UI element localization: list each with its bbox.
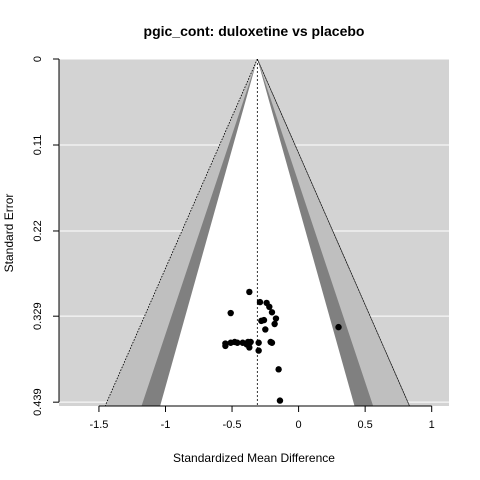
data-point-10 [262,326,269,333]
data-point-22 [247,338,254,346]
x-tick-label-4: 0.5 [357,419,372,431]
data-point-3 [227,309,234,317]
y-tick-label-1: 0.11 [32,135,44,156]
x-tick-label-1: -1 [161,419,171,431]
data-point-9 [271,320,278,328]
data-point-14 [255,339,262,346]
y-tick-label-3: 0.329 [32,302,44,330]
y-tick-label-2: 0.22 [32,220,44,241]
data-point-27 [276,397,284,404]
data-point-4 [268,309,276,316]
data-point-13 [268,339,276,346]
y-tick-label-0: 0 [32,56,44,62]
data-point-26 [275,366,282,373]
x-tick-label-0: -1.5 [89,419,108,431]
data-point-24 [246,344,253,351]
data-point-8 [258,317,265,325]
chart-title: pgic_cont: duloxetine vs placebo [144,23,365,39]
x-axis-label: Standardized Mean Difference [173,451,335,465]
data-point-0 [246,288,253,296]
y-tick-label-4: 0.439 [32,388,44,416]
x-tick-label-5: 1 [429,419,435,431]
data-point-23 [222,342,229,350]
data-point-11 [335,323,342,331]
data-point-1 [256,298,264,306]
x-tick-label-3: 0 [296,419,302,431]
data-point-5 [266,303,273,311]
data-point-25 [255,347,262,354]
x-tick-label-2: -0.5 [223,419,242,431]
y-axis-label: Standard Error [2,194,16,273]
data-point-6 [272,315,280,322]
plot-area: -1.5 -1 -0.5 0 0.5 1 0 0.11 0.22 0.329 0.439 [32,56,449,431]
contour-edge-0 [104,59,258,406]
data-point-18 [234,339,241,346]
contour-edge-1 [257,59,410,406]
